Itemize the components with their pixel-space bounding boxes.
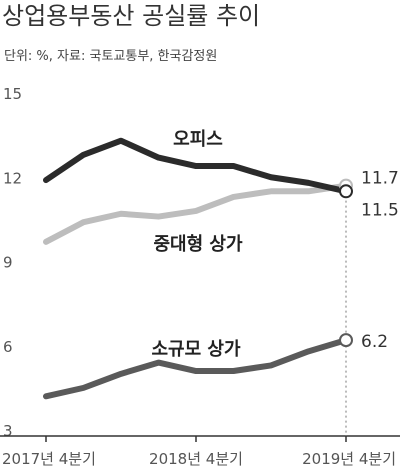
series-line [43, 137, 349, 195]
end-value-label: 11.7 [361, 169, 399, 189]
y-tick-label: 12 [3, 169, 22, 187]
series-name-label: 소규모 상가 [151, 339, 241, 360]
x-tick-label: 2017년 4분기 [2, 450, 96, 468]
y-tick-label: 15 [3, 85, 22, 103]
chart-title: 상업용부동산 공실률 추이 [2, 2, 260, 30]
series-name-label: 중대형 상가 [153, 234, 243, 255]
series-lines [43, 137, 349, 400]
end-value-labels: 11.5 11.7 6.2 [361, 169, 399, 352]
end-point-marker [339, 333, 353, 348]
end-markers [339, 178, 353, 348]
y-tick-label: 6 [3, 338, 13, 356]
end-point-marker [339, 184, 353, 199]
y-tick-label: 9 [3, 254, 13, 272]
x-tick-label: 2019년 4분기 [302, 450, 396, 468]
series-line [43, 182, 349, 245]
end-value-label: 11.5 [361, 200, 399, 220]
y-tick-label: 3 [3, 422, 13, 440]
series-name-label: 오피스 [173, 129, 223, 150]
series-line [43, 337, 349, 400]
chart-source: 단위: %, 자료: 국토교통부, 한국감정원 [4, 49, 217, 64]
x-axis-ticks: 2017년 4분기 2018년 4분기 2019년 4분기 [2, 436, 396, 468]
x-tick-label: 2018년 4분기 [149, 450, 243, 468]
end-value-label: 6.2 [361, 332, 388, 352]
y-axis-ticks: 3 6 9 12 15 [3, 85, 22, 440]
